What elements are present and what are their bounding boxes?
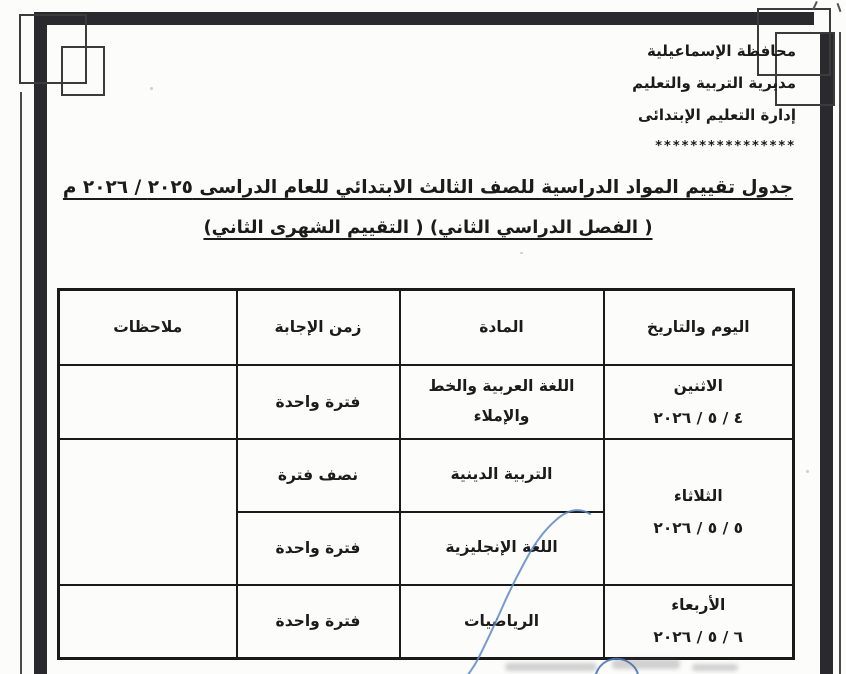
time-cell: فترة واحدة: [235, 510, 401, 586]
cutoff-text-smudge: [505, 663, 597, 671]
time-cell: فترة واحدة: [235, 363, 401, 440]
page-border-top: [38, 12, 814, 25]
subject-cell: اللغة الإنجليزية: [398, 510, 605, 586]
document-title: جدول تقييم المواد الدراسية للصف الثالث ا…: [62, 177, 794, 198]
scan-artifact: [836, 2, 842, 13]
time-cell: فترة واحدة: [235, 583, 401, 660]
administration-name: إدارة التعليم الإبتدائى: [638, 106, 796, 124]
page-border-right: [820, 32, 833, 674]
notes-cell: [57, 583, 238, 660]
letterhead: محافظة الإسماعيلية مديرية التربية والتعل…: [632, 42, 796, 154]
frame-ornament-top-left: [19, 14, 87, 84]
col-header-subject: المادة: [398, 288, 605, 366]
day-name: الاثنين: [673, 376, 723, 395]
table-row: الثلاثاء ٥ / ٥ / ٢٠٢٦ التربية الدينية نص…: [57, 437, 795, 586]
exam-schedule-table: اليوم والتاريخ المادة زمن الإجابة ملاحظا…: [57, 288, 795, 660]
day-cell-monday: الاثنين ٤ / ٥ / ٢٠٢٦: [602, 363, 795, 440]
scan-speck: [150, 87, 153, 90]
day-cell-tuesday: الثلاثاء ٥ / ٥ / ٢٠٢٦: [602, 437, 795, 586]
col-header-notes: ملاحظات: [57, 288, 238, 366]
table-row: اللغة الإنجليزية فترة واحدة: [59, 510, 794, 586]
subject-cell: اللغة العربية والخط والإملاء: [398, 363, 605, 440]
table-row: الاثنين ٤ / ٥ / ٢٠٢٦ اللغة العربية والخط…: [57, 363, 795, 440]
subject-cell: الرياضيات: [398, 583, 605, 660]
day-name: الثلاثاء: [673, 486, 723, 505]
scan-speck: [520, 252, 523, 254]
col-header-time: زمن الإجابة: [235, 288, 401, 366]
cutoff-text-smudge: [612, 659, 680, 669]
frame-ornament-top-right: [757, 8, 831, 76]
table-row: الأربعاء ٦ / ٥ / ٢٠٢٦ الرياضيات فترة واح…: [57, 583, 795, 660]
cutoff-text-smudge: [692, 664, 738, 671]
document-subtitle: ( الفصل الدراسي الثاني) ( التقييم الشهرى…: [203, 217, 653, 238]
asterisk-separator: ****************: [655, 139, 796, 154]
page-thin-line-left: [20, 92, 22, 674]
directorate-name: مديرية التربية والتعليم: [632, 74, 796, 92]
day-date: ٤ / ٥ / ٢٠٢٦: [653, 408, 744, 427]
time-cell: نصف فترة: [235, 437, 401, 513]
schedule-table-container: اليوم والتاريخ المادة زمن الإجابة ملاحظا…: [57, 288, 795, 660]
frame-ornament-top-right-2: [775, 32, 835, 106]
notes-cell: [57, 363, 238, 440]
col-header-day: اليوم والتاريخ: [602, 288, 795, 366]
subject-cell: التربية الدينية: [398, 437, 605, 513]
page-border-left: [34, 12, 47, 674]
scan-speck: [806, 470, 809, 473]
page-thin-line-right: [839, 32, 841, 674]
frame-ornament-top-left-2: [61, 46, 105, 96]
day-name: الأربعاء: [671, 596, 726, 615]
table-header-row: اليوم والتاريخ المادة زمن الإجابة ملاحظا…: [57, 288, 795, 366]
day-cell-wednesday: الأربعاء ٦ / ٥ / ٢٠٢٦: [602, 583, 795, 660]
notes-cell: [57, 437, 238, 586]
day-date: ٦ / ٥ / ٢٠٢٦: [653, 628, 744, 647]
governorate-name: محافظة الإسماعيلية: [647, 42, 796, 60]
day-date: ٥ / ٥ / ٢٠٢٦: [653, 518, 744, 537]
